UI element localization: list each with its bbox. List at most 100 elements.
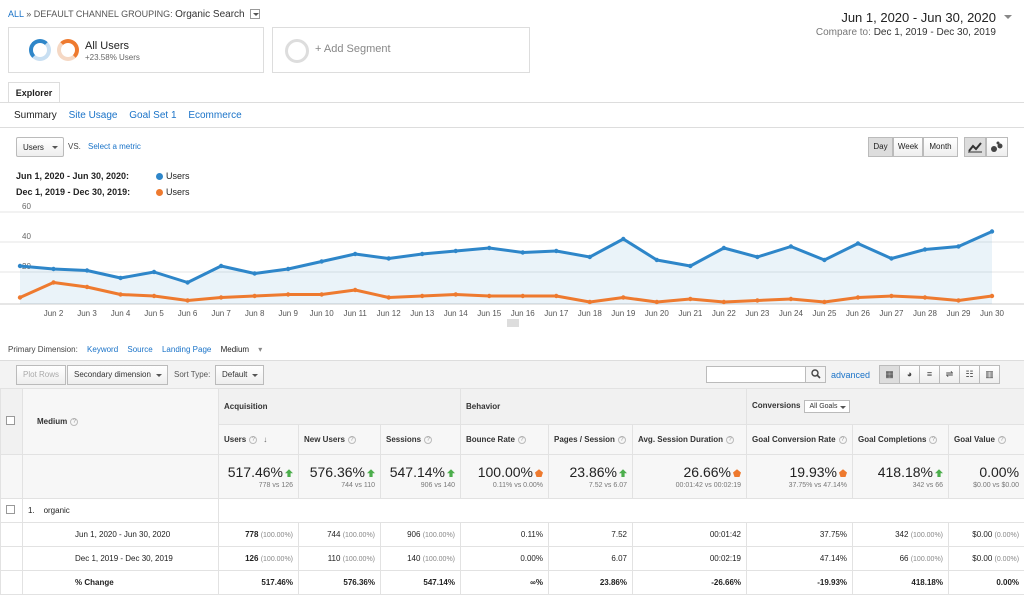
increase-icon xyxy=(447,469,455,478)
cell-goal-completions: 66 (100.00%) xyxy=(852,546,949,571)
dimension-source[interactable]: Source xyxy=(127,345,153,354)
data-point xyxy=(352,251,358,257)
collapse-chart-handle[interactable] xyxy=(507,319,519,327)
data-point xyxy=(855,241,861,246)
legend-date: Dec 1, 2019 - Dec 30, 2019: xyxy=(16,187,131,197)
column-header-users[interactable]: Users? ↓ xyxy=(218,424,299,455)
cell-avg-session-duration: 00:01:42 xyxy=(632,522,747,547)
date-range-picker[interactable]: Jun 1, 2020 - Jun 30, 2020 Compare to: D… xyxy=(816,10,996,38)
performance-view-icon[interactable]: ≡ xyxy=(919,365,940,384)
select-metric-link[interactable]: Select a metric xyxy=(88,142,141,151)
total-avg-session-duration: 26.66% 00:01:42 vs 00:02:19 xyxy=(632,454,747,499)
table-view-icon[interactable]: ▦ xyxy=(879,365,900,384)
help-icon[interactable]: ? xyxy=(617,435,626,444)
change-bounce-rate: ∞% xyxy=(460,570,549,595)
legend-dot-icon xyxy=(156,189,163,197)
y-tick-label: 40 xyxy=(22,232,31,241)
dimension-medium[interactable]: Medium ▾ xyxy=(221,345,270,354)
tab-ecommerce[interactable]: Ecommerce xyxy=(188,110,242,121)
comparison-view-icon[interactable]: ⇌ xyxy=(939,365,960,384)
tab-site-usage[interactable]: Site Usage xyxy=(68,110,118,121)
x-tick-label: Jun 11 xyxy=(343,309,367,318)
row-checkbox[interactable] xyxy=(6,505,15,514)
column-header-avg-session-duration[interactable]: Avg. Session Duration? xyxy=(632,424,747,455)
cell-percent: (100.00%) xyxy=(342,556,375,563)
total-compare: 0.11% vs 0.00% xyxy=(492,482,543,489)
cell-value: $0.00 xyxy=(972,554,993,563)
help-icon[interactable]: ? xyxy=(347,435,356,444)
goals-select[interactable]: All Goals xyxy=(804,400,851,413)
group-acquisition: Acquisition xyxy=(218,388,461,425)
column-header-goal-conversion-rate[interactable]: Goal Conversion Rate? xyxy=(746,424,853,455)
secondary-dimension-select[interactable]: Secondary dimension xyxy=(67,365,168,385)
row-date-range: Dec 1, 2019 - Dec 30, 2019 xyxy=(22,546,219,571)
dimension-landing-page[interactable]: Landing Page xyxy=(161,345,212,354)
negative-icon xyxy=(535,469,543,478)
total-pages-session: 23.86% 7.52 vs 6.07 xyxy=(548,454,633,499)
day-button[interactable]: Day xyxy=(868,137,893,157)
tab-goal-set-1[interactable]: Goal Set 1 xyxy=(129,110,177,121)
month-button[interactable]: Month xyxy=(923,137,958,157)
column-header-medium[interactable]: Medium? xyxy=(22,388,219,455)
cell-users: 778 (100.00%) xyxy=(218,522,299,547)
help-icon[interactable]: ? xyxy=(929,435,938,444)
plot-rows-button[interactable]: Plot Rows xyxy=(16,365,67,385)
advanced-filter-link[interactable]: advanced xyxy=(831,370,871,380)
row-spacer xyxy=(0,522,23,547)
table-search-input[interactable] xyxy=(706,366,826,383)
help-icon[interactable]: ? xyxy=(424,435,433,444)
x-tick-label: Jun 24 xyxy=(779,309,804,318)
help-icon[interactable]: ? xyxy=(726,435,735,444)
column-header-goal-value[interactable]: Goal Value? xyxy=(947,424,1024,455)
compare-label: Compare to: xyxy=(815,27,871,38)
help-icon[interactable]: ? xyxy=(517,435,526,444)
x-tick-label: Jun 5 xyxy=(144,309,164,318)
help-icon[interactable]: ? xyxy=(838,435,847,444)
group-conversions: Conversions All Goals xyxy=(745,388,1024,425)
breadcrumb-separator: » xyxy=(26,9,32,19)
column-header-pages-session[interactable]: Pages / Session? xyxy=(548,424,633,455)
search-icon[interactable] xyxy=(805,367,825,382)
sort-type-select[interactable]: Default xyxy=(215,365,265,385)
help-icon[interactable]: ? xyxy=(70,417,79,426)
select-all-checkbox[interactable] xyxy=(6,416,15,425)
help-icon[interactable]: ? xyxy=(249,435,258,444)
data-point xyxy=(218,263,224,269)
help-icon[interactable]: ? xyxy=(997,435,1006,444)
total-compare: 7.52 vs 6.07 xyxy=(588,482,627,489)
chevron-down-icon[interactable] xyxy=(1004,15,1012,19)
row-change-label: % Change xyxy=(22,570,219,595)
tab-explorer[interactable]: Explorer xyxy=(8,82,60,103)
column-header-bounce-rate[interactable]: Bounce Rate? xyxy=(460,424,549,455)
column-header-new-users[interactable]: New Users? xyxy=(298,424,381,455)
cell-goal-value: $0.00 (0.00%) xyxy=(947,546,1024,571)
sub-tabs: Summary Site Usage Goal Set 1 Ecommerce xyxy=(14,110,251,121)
pivot-view-icon[interactable]: ▥ xyxy=(979,365,1000,384)
metric-select[interactable]: Users xyxy=(16,137,64,157)
column-header-sessions[interactable]: Sessions? xyxy=(380,424,461,455)
breadcrumb-all-link[interactable]: ALL xyxy=(8,9,24,19)
row-medium-link[interactable]: organic xyxy=(43,506,70,515)
x-tick-label: Jun 10 xyxy=(310,309,335,318)
line-chart-icon[interactable] xyxy=(964,137,986,157)
week-button[interactable]: Week xyxy=(893,137,923,157)
row-index: 1. xyxy=(28,506,35,515)
x-tick-label: Jun 22 xyxy=(712,309,737,318)
y-tick-label: 60 xyxy=(22,202,31,211)
group-conversions-label: Conversions xyxy=(752,401,801,410)
table-toolbar: Plot Rows Secondary dimension Sort Type:… xyxy=(0,360,1024,388)
cell-value: 342 xyxy=(895,530,909,539)
motion-chart-icon[interactable] xyxy=(986,137,1008,157)
pie-view-icon[interactable]: ◕ xyxy=(899,365,920,384)
total-compare: 906 vs 140 xyxy=(420,482,455,489)
breadcrumb-dropdown-icon[interactable] xyxy=(250,8,261,19)
dimension-keyword[interactable]: Keyword xyxy=(87,345,119,354)
column-header-label: New Users xyxy=(304,435,345,444)
column-header-goal-completions[interactable]: Goal Completions? xyxy=(852,424,949,455)
segment-title: All Users xyxy=(85,40,130,52)
segment-all-users[interactable]: All Users +23.58% Users xyxy=(8,27,264,73)
tab-summary[interactable]: Summary xyxy=(14,110,57,121)
add-segment-button[interactable]: + Add Segment xyxy=(272,27,530,73)
term-cloud-icon[interactable]: ☷ xyxy=(959,365,980,384)
data-point xyxy=(520,293,525,299)
